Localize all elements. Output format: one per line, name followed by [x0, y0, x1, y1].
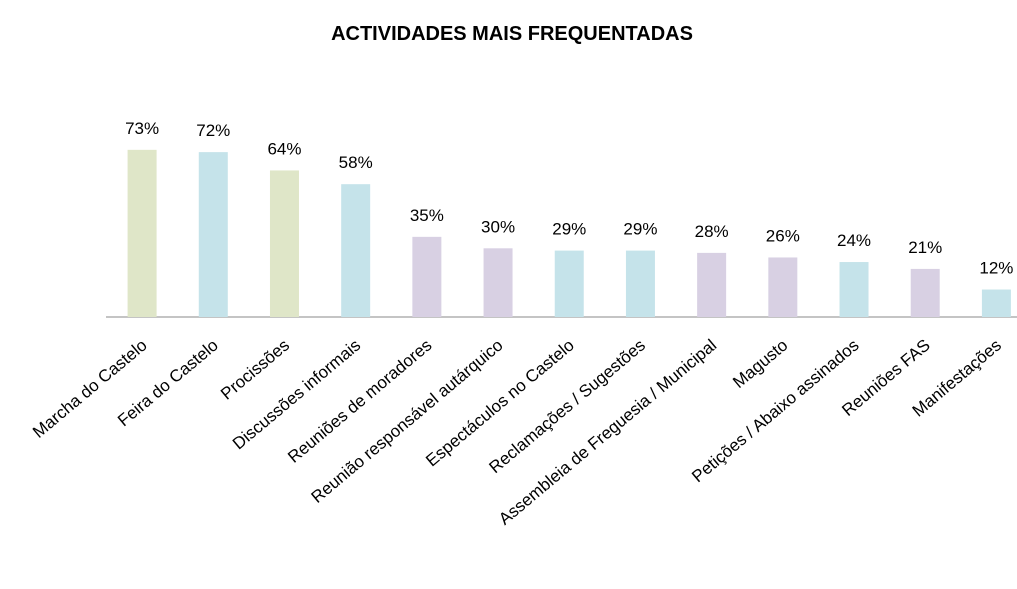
bar: [981, 289, 1011, 317]
x-tick-label: Marcha do Castelo: [29, 336, 151, 442]
bar: [697, 252, 727, 317]
data-label: 28%: [695, 222, 729, 241]
bar: [127, 149, 157, 317]
bar: [483, 248, 513, 317]
data-label: 72%: [196, 121, 230, 140]
bar: [412, 236, 442, 317]
data-label: 29%: [552, 220, 586, 239]
x-tick-label: Magusto: [729, 336, 791, 392]
bar: [341, 184, 371, 317]
bar: [839, 262, 869, 317]
x-tick-label: Reuniões de moradores: [284, 336, 435, 467]
data-label: 35%: [410, 206, 444, 225]
bar: [910, 268, 940, 317]
bar: [625, 250, 655, 317]
data-label: 24%: [837, 231, 871, 250]
data-label: 58%: [339, 153, 373, 172]
chart-title: ACTIVIDADES MAIS FREQUENTADAS: [331, 23, 693, 45]
bar: [269, 170, 299, 317]
bar: [768, 257, 798, 317]
data-label: 21%: [908, 238, 942, 257]
bar: [554, 250, 584, 317]
x-tick-label: Discussões informais: [229, 336, 364, 454]
data-label: 26%: [766, 226, 800, 245]
bar: [198, 152, 228, 317]
data-label: 12%: [979, 259, 1013, 278]
data-label: 73%: [125, 119, 159, 138]
data-label: 30%: [481, 217, 515, 236]
data-label: 64%: [267, 139, 301, 158]
data-label: 29%: [623, 220, 657, 239]
